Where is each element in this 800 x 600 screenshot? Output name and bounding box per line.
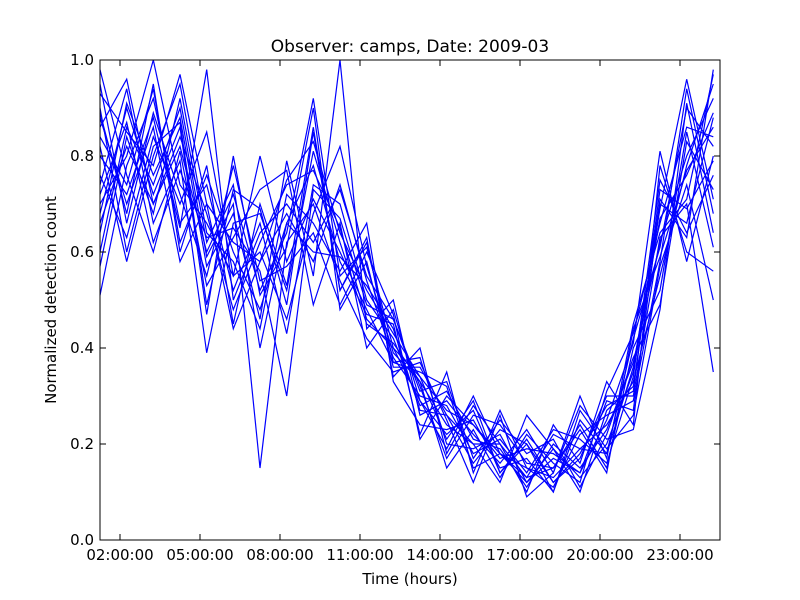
plot-lines xyxy=(99,59,714,498)
x-axis-label: Time (hours) xyxy=(361,570,457,588)
series-line xyxy=(99,112,714,484)
series-line xyxy=(99,135,714,484)
y-tick-label: 0.8 xyxy=(70,147,94,165)
x-tick-label: 08:00:00 xyxy=(246,546,313,564)
y-tick-label: 0.4 xyxy=(70,339,94,357)
y-axis: 0.0 0.2 0.4 0.6 0.8 1.0 xyxy=(70,51,720,549)
x-tick-label: 23:00:00 xyxy=(646,546,713,564)
y-tick-label: 1.0 xyxy=(70,51,94,69)
x-tick-label: 20:00:00 xyxy=(566,546,633,564)
chart-title: Observer: camps, Date: 2009-03 xyxy=(271,37,549,57)
y-tick-label: 0.0 xyxy=(70,531,94,549)
series-line xyxy=(99,59,714,475)
x-axis: 02:00:00 05:00:00 08:00:00 11:00:00 14:00:00… xyxy=(86,60,714,564)
series-line xyxy=(99,69,714,494)
x-tick-label: 17:00:00 xyxy=(486,546,553,564)
y-axis-label: Normalized detection count xyxy=(42,196,60,404)
y-tick-label: 0.2 xyxy=(70,435,94,453)
series-line xyxy=(99,96,714,489)
plot-frame xyxy=(99,59,721,541)
y-tick-label: 0.6 xyxy=(70,243,94,261)
series-line xyxy=(99,79,714,479)
x-tick-label: 05:00:00 xyxy=(166,546,233,564)
series-line xyxy=(99,120,714,475)
series-line xyxy=(99,81,714,494)
series-line xyxy=(99,59,714,484)
x-tick-label: 02:00:00 xyxy=(86,546,153,564)
x-tick-label: 11:00:00 xyxy=(326,546,393,564)
x-tick-label: 14:00:00 xyxy=(406,546,473,564)
